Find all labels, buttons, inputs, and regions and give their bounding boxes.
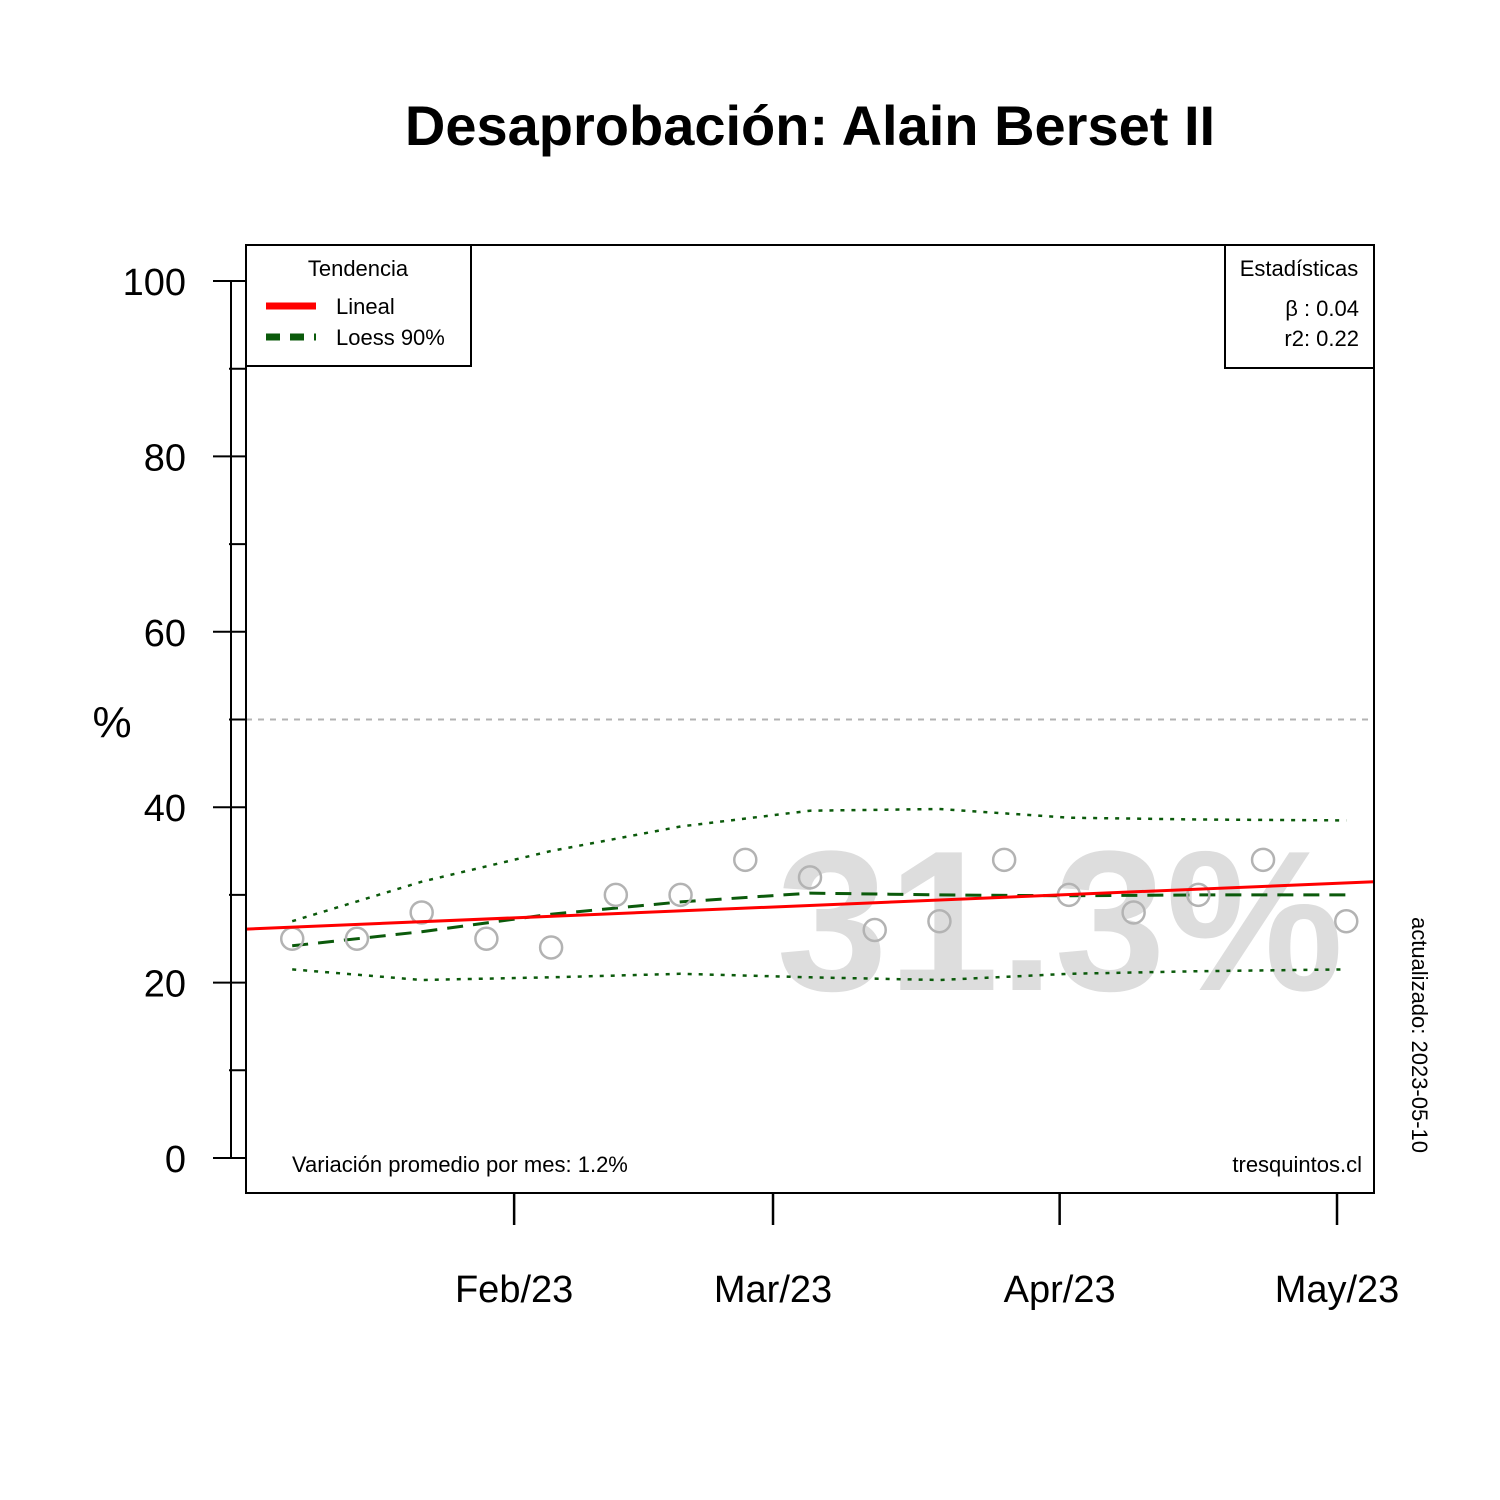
big-value-watermark: 31.3%	[776, 810, 1343, 1033]
data-point	[538, 935, 564, 960]
chart-title: Desaprobación: Alain Berset II	[405, 94, 1215, 157]
legend-label-loess: Loess 90%	[336, 325, 445, 350]
legend-box: Tendencia Lineal Loess 90%	[245, 244, 472, 367]
legend-label-lineal: Lineal	[336, 294, 395, 319]
data-point	[1121, 900, 1146, 925]
stats-frame	[1224, 244, 1375, 369]
data-point	[344, 926, 370, 951]
x-tick-label: Apr/23	[1004, 1269, 1116, 1311]
data-point	[279, 926, 305, 951]
stats-beta: β : 0.04	[1285, 296, 1359, 321]
data-point	[603, 882, 629, 908]
y-tick-label: 40	[144, 788, 186, 830]
y-tick-label: 20	[144, 964, 186, 1006]
linear-trend-line	[245, 880, 1375, 931]
data-point	[927, 908, 952, 934]
x-tick-label: Mar/23	[714, 1269, 832, 1311]
stats-title: Estadísticas	[1240, 256, 1359, 281]
y-axis: 0 20 40 60 80 100	[123, 262, 246, 1181]
y-tick-label: 0	[165, 1139, 186, 1181]
data-point	[862, 917, 887, 943]
plot-area	[245, 718, 1375, 982]
data-point	[1334, 908, 1359, 934]
y-tick-label: 80	[144, 437, 186, 479]
stats-r2: r2: 0.22	[1284, 326, 1359, 351]
data-point	[797, 865, 823, 890]
data-point	[991, 847, 1017, 873]
watermark: 31.3%	[776, 810, 1343, 1033]
x-tick-label: Feb/23	[455, 1269, 573, 1311]
x-tick-label: May/23	[1275, 1269, 1400, 1311]
updated-date: actualizado: 2023-05-10	[1407, 917, 1432, 1153]
data-point	[409, 900, 434, 925]
stats-box: Estadísticas β : 0.04 r2: 0.22	[1224, 244, 1375, 369]
x-axis: Feb/23 Mar/23 Apr/23 May/23	[455, 1193, 1399, 1311]
footer-source: tresquintos.cl	[1232, 1152, 1362, 1177]
footer-variation: Variación promedio por mes: 1.2%	[292, 1152, 628, 1177]
loess-fit-line	[292, 891, 1347, 948]
y-axis-label: %	[92, 698, 131, 747]
y-tick-label: 100	[123, 262, 186, 304]
data-point	[668, 882, 693, 908]
y-tick-label: 60	[144, 613, 186, 655]
data-point	[1186, 882, 1211, 908]
data-point	[474, 926, 499, 951]
loess-lower-band	[292, 968, 1347, 982]
data-point	[1250, 847, 1276, 873]
legend-title: Tendencia	[308, 256, 409, 281]
data-point	[733, 847, 758, 873]
loess-upper-band	[291, 807, 1347, 923]
